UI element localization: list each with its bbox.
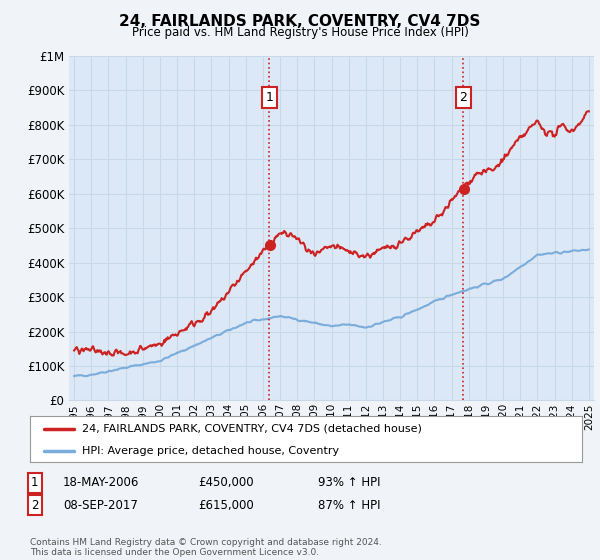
Text: Price paid vs. HM Land Registry's House Price Index (HPI): Price paid vs. HM Land Registry's House … <box>131 26 469 39</box>
Text: 87% ↑ HPI: 87% ↑ HPI <box>318 498 380 512</box>
Text: 2: 2 <box>460 91 467 104</box>
Text: Contains HM Land Registry data © Crown copyright and database right 2024.
This d: Contains HM Land Registry data © Crown c… <box>30 538 382 557</box>
Text: 18-MAY-2006: 18-MAY-2006 <box>63 476 139 489</box>
Text: 08-SEP-2017: 08-SEP-2017 <box>63 498 138 512</box>
Text: £615,000: £615,000 <box>198 498 254 512</box>
Text: £450,000: £450,000 <box>198 476 254 489</box>
Text: HPI: Average price, detached house, Coventry: HPI: Average price, detached house, Cove… <box>82 446 340 455</box>
Text: 24, FAIRLANDS PARK, COVENTRY, CV4 7DS: 24, FAIRLANDS PARK, COVENTRY, CV4 7DS <box>119 14 481 29</box>
Text: 93% ↑ HPI: 93% ↑ HPI <box>318 476 380 489</box>
Text: 24, FAIRLANDS PARK, COVENTRY, CV4 7DS (detached house): 24, FAIRLANDS PARK, COVENTRY, CV4 7DS (d… <box>82 424 422 434</box>
Text: 1: 1 <box>31 476 38 489</box>
Text: 1: 1 <box>265 91 274 104</box>
Text: 2: 2 <box>31 498 38 512</box>
